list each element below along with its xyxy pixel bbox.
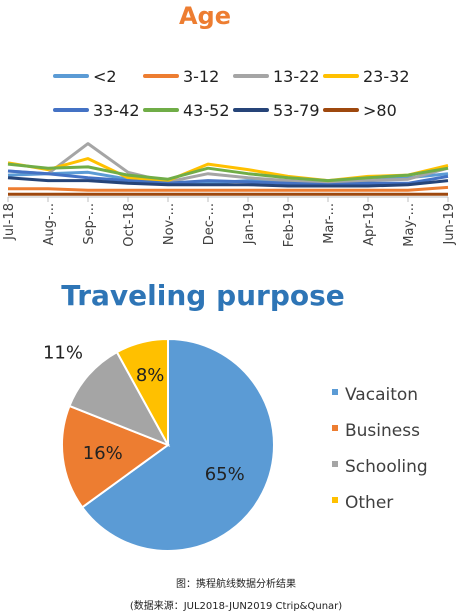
legend-label-23-32: 23-32: [363, 67, 410, 86]
legend-label-43-52: 43-52: [183, 101, 230, 120]
pie-legend-swatch-vacaiton: [332, 389, 338, 395]
figure-caption: 图：携程航线数据分析结果: [176, 579, 296, 590]
pie-chart-title: Traveling purpose: [61, 279, 345, 312]
pie-legend-label-other: Other: [345, 493, 393, 513]
pie-legend-swatch-schooling: [332, 461, 338, 467]
line-chart-x-axis: Jul-18 Aug-... Sep-... Oct-18 Nov-... Dec-...…: [2, 196, 457, 247]
pie-legend-swatch-business: [332, 425, 338, 431]
series-line-43-52: [7, 162, 449, 183]
x-tick-label: Jun-19: [442, 203, 457, 246]
chart-canvas: Age <2 3-12 13-22 23-32 33-42 43-52 53-79 >80 J…: [2, 2, 457, 552]
x-tick-label: Sep-...: [82, 203, 97, 245]
pie-slice-business: [61, 404, 171, 509]
pie-legend-swatch-other: [332, 497, 338, 503]
pie-legend-label-vacaiton: Vacaiton: [345, 385, 418, 405]
series-line-3-12: [8, 185, 449, 192]
x-tick-label: Feb-19: [282, 203, 297, 247]
legend-label-3-12: 3-12: [183, 67, 219, 86]
pie-label-other: 8%: [136, 365, 165, 386]
series-line-53-79: [7, 176, 449, 188]
pie-slice-vacaiton: [80, 337, 275, 552]
series-line-33-42: [7, 169, 449, 187]
pie-label-schooling: 11%: [43, 343, 83, 364]
data-source-note: (数据来源：JUL2018-JUN2019 Ctrip&Qunar): [129, 601, 343, 612]
x-tick-label: Jul-18: [2, 203, 17, 241]
x-tick-label: Mar-...: [322, 203, 337, 244]
x-tick-label: Oct-18: [122, 203, 137, 247]
line-chart-plot: [7, 142, 449, 196]
x-tick-label: Aug-...: [42, 203, 57, 245]
series-line-13-22: [7, 142, 449, 185]
x-tick-label: Dec-...: [202, 203, 217, 245]
pie-legend-label-business: Business: [345, 421, 420, 441]
pie-slice-other: [115, 337, 169, 446]
x-tick-label: Apr-19: [362, 203, 377, 246]
x-tick-label: Jan-19: [242, 203, 257, 245]
legend-label-13-22: 13-22: [273, 67, 320, 86]
x-tick-label: May-...: [402, 203, 417, 247]
pie-label-business: 16%: [83, 443, 123, 464]
pie-slice-schooling: [68, 350, 171, 447]
x-tick-label: Nov-...: [162, 203, 177, 245]
legend-label-53-79: 53-79: [273, 101, 320, 120]
legend-label-lt2: <2: [93, 67, 117, 86]
legend-label-33-42: 33-42: [93, 101, 140, 120]
pie-legend-label-schooling: Schooling: [345, 457, 428, 477]
pie-chart-legend: Vacaiton Business Schooling Other: [332, 385, 428, 513]
pie-chart-plot: 65% 16% 11% 8%: [43, 337, 275, 552]
line-chart-legend: <2 3-12 13-22 23-32 33-42 43-52 53-79 >80: [53, 67, 410, 120]
pie-label-vacaiton: 65%: [205, 464, 245, 485]
legend-label-gt80: >80: [363, 101, 397, 120]
line-chart-title: Age: [179, 2, 231, 30]
